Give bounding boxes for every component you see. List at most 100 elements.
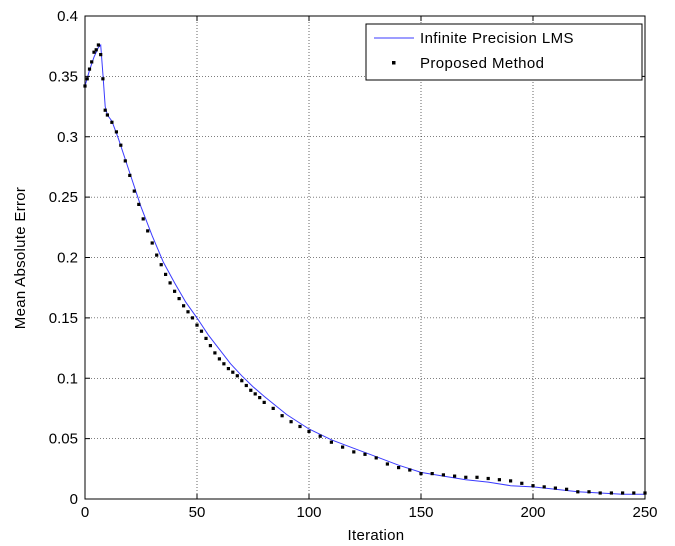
data-point-proposed-method [341, 445, 345, 449]
data-point-proposed-method [587, 490, 591, 494]
data-point-proposed-method [85, 77, 89, 81]
data-point-proposed-method [289, 420, 293, 424]
data-point-proposed-method [213, 351, 217, 355]
data-point-proposed-method [609, 491, 613, 495]
y-tick-label: 0.4 [57, 8, 78, 25]
data-point-proposed-method [190, 316, 195, 320]
y-tick-label: 0.15 [49, 310, 78, 327]
data-point-proposed-method [621, 491, 625, 495]
data-point-proposed-method [114, 130, 118, 134]
axis-ticks [84, 15, 646, 500]
data-point-proposed-method [352, 450, 356, 454]
data-point-proposed-method [258, 396, 262, 400]
data-point-proposed-method [159, 263, 163, 267]
data-point-proposed-method [195, 323, 199, 327]
data-point-proposed-method [307, 429, 311, 433]
data-point-proposed-method [168, 281, 172, 285]
data-point-proposed-method [235, 374, 239, 378]
data-point-proposed-method [430, 472, 434, 476]
data-point-proposed-method [520, 481, 524, 485]
data-point-proposed-method [199, 329, 204, 333]
series-layer [83, 43, 647, 495]
data-point-proposed-method [240, 379, 244, 383]
y-tick-label: 0.25 [49, 189, 78, 206]
data-point-proposed-method [542, 485, 546, 489]
data-point-proposed-method [298, 424, 302, 429]
data-point-proposed-method [110, 120, 114, 124]
data-point-proposed-method [576, 490, 580, 494]
legend: Infinite Precision LMS Proposed Method [365, 23, 643, 81]
y-axis-label: Mean Absolute Error [12, 187, 29, 329]
legend-label-infinite-precision-lms: Infinite Precision LMS [420, 30, 574, 47]
data-point-proposed-method [262, 400, 266, 404]
data-point-proposed-method [244, 383, 248, 388]
x-tick-labels: 0 50 100 150 200 250 [81, 504, 658, 521]
data-point-proposed-method [155, 253, 159, 257]
data-point-proposed-method [92, 50, 96, 54]
data-point-proposed-method [177, 297, 181, 301]
legend-box [365, 23, 643, 81]
data-point-proposed-method [486, 476, 490, 481]
data-point-proposed-method [231, 370, 235, 374]
x-axis-label: Iteration [348, 527, 405, 544]
x-tick-label: 150 [408, 504, 433, 521]
data-point-proposed-method [509, 479, 513, 483]
data-point-proposed-method [280, 414, 284, 418]
x-tick-label: 0 [81, 504, 89, 521]
data-point-proposed-method [441, 473, 445, 477]
data-point-proposed-method [464, 475, 468, 479]
data-point-proposed-method [408, 468, 412, 472]
data-point-proposed-method [419, 472, 423, 476]
data-point-proposed-method [222, 362, 226, 366]
data-point-proposed-method [385, 462, 389, 466]
data-point-proposed-method [87, 67, 92, 71]
data-point-proposed-method [249, 388, 253, 392]
data-point-proposed-method [271, 406, 275, 410]
legend-label-proposed-method: Proposed Method [420, 55, 544, 72]
data-point-proposed-method [105, 113, 109, 117]
data-point-proposed-method [374, 456, 378, 460]
y-tick-label: 0.05 [49, 431, 78, 448]
data-point-proposed-method [182, 304, 186, 308]
data-point-proposed-method [226, 367, 230, 371]
y-tick-labels: 0 0.05 0.1 0.15 0.2 0.25 0.3 0.35 0.4 [49, 8, 78, 508]
data-point-proposed-method [453, 474, 457, 478]
y-tick-label: 0.35 [49, 68, 78, 85]
data-point-proposed-method [94, 48, 98, 52]
data-point-proposed-method [90, 60, 94, 64]
data-point-proposed-method [217, 357, 221, 361]
data-point-proposed-method [497, 478, 501, 482]
data-point-proposed-method [475, 475, 479, 479]
data-point-proposed-method [598, 491, 602, 495]
legend-marker-swatch [392, 61, 396, 65]
data-point-proposed-method [150, 241, 154, 245]
y-tick-label: 0.2 [57, 250, 78, 267]
data-point-proposed-method [119, 143, 123, 147]
x-tick-label: 200 [520, 504, 545, 521]
y-tick-label: 0.1 [57, 370, 78, 387]
data-point-proposed-method [565, 487, 569, 491]
data-point-proposed-method [329, 440, 333, 444]
x-tick-label: 250 [632, 504, 657, 521]
data-point-proposed-method [253, 392, 257, 396]
data-point-proposed-method [128, 173, 132, 177]
data-point-proposed-method [208, 344, 212, 348]
data-point-proposed-method [99, 53, 103, 57]
data-point-proposed-method [173, 289, 177, 293]
grid-lines [85, 16, 645, 499]
x-tick-label: 50 [189, 504, 206, 521]
data-point-proposed-method [141, 217, 145, 221]
data-point-proposed-method [96, 43, 100, 47]
data-point-proposed-method [132, 189, 136, 193]
data-point-proposed-method [363, 452, 367, 456]
data-point-proposed-method [186, 310, 190, 314]
data-point-proposed-method [318, 434, 322, 438]
y-tick-label: 0.3 [57, 129, 78, 146]
data-point-proposed-method [146, 229, 150, 233]
data-point-proposed-method [101, 77, 105, 81]
data-point-proposed-method [123, 159, 127, 163]
data-point-proposed-method [397, 466, 401, 470]
y-tick-label: 0 [70, 491, 78, 508]
